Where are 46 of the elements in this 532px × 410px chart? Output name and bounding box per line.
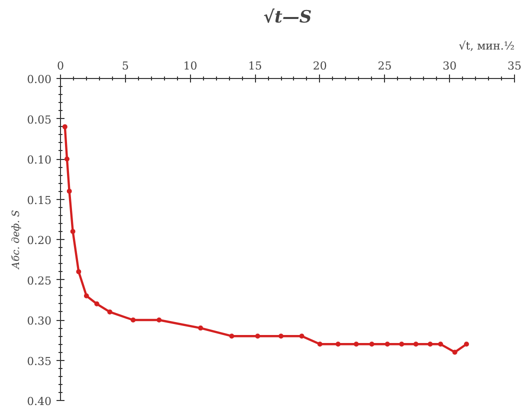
point [413, 342, 418, 347]
x-tick-label: 30 [442, 60, 457, 72]
point [229, 334, 234, 339]
point [384, 342, 390, 347]
point [70, 228, 76, 234]
point [464, 342, 470, 347]
y-tick-label: 0.10 [27, 154, 52, 166]
y-tick-label: 0.40 [27, 395, 52, 408]
y-axis-title: Абс. деф. S [11, 210, 22, 270]
x-tick-label: 35 [508, 60, 522, 72]
point [452, 350, 458, 355]
point [107, 309, 112, 314]
point [369, 342, 374, 347]
y-tick-label: 0.30 [27, 314, 52, 328]
point [130, 318, 136, 322]
point [336, 342, 341, 347]
y-tick-label: 0.25 [27, 274, 52, 288]
point [278, 334, 284, 339]
x-tick-label: 5 [122, 60, 129, 72]
point [84, 293, 89, 298]
y-tick-label: 0.00 [27, 73, 52, 86]
point [428, 342, 433, 347]
x-tick-label: 0 [57, 60, 64, 72]
point [354, 342, 359, 347]
point [399, 342, 404, 347]
x-tick-label: 20 [312, 60, 327, 72]
chart-title: √t—S [263, 8, 312, 28]
point [62, 124, 68, 130]
y-tick-label: 0.20 [27, 234, 52, 247]
point [66, 188, 72, 194]
point [64, 156, 70, 162]
point [255, 334, 260, 339]
point [299, 334, 304, 339]
x-tick-label: 15 [248, 60, 262, 72]
point [438, 342, 444, 347]
x-tick-label: 25 [378, 60, 392, 72]
y-tick-label: 0.15 [27, 194, 52, 207]
x-tick-label: 10 [183, 60, 198, 72]
point [94, 301, 100, 306]
x-axis-title: √t, мин.½ [458, 40, 515, 52]
point [76, 269, 82, 274]
point [198, 326, 204, 331]
y-tick-label: 0.05 [27, 113, 52, 126]
point [156, 318, 162, 322]
y-tick-label: 0.35 [27, 354, 52, 368]
point [317, 342, 322, 347]
